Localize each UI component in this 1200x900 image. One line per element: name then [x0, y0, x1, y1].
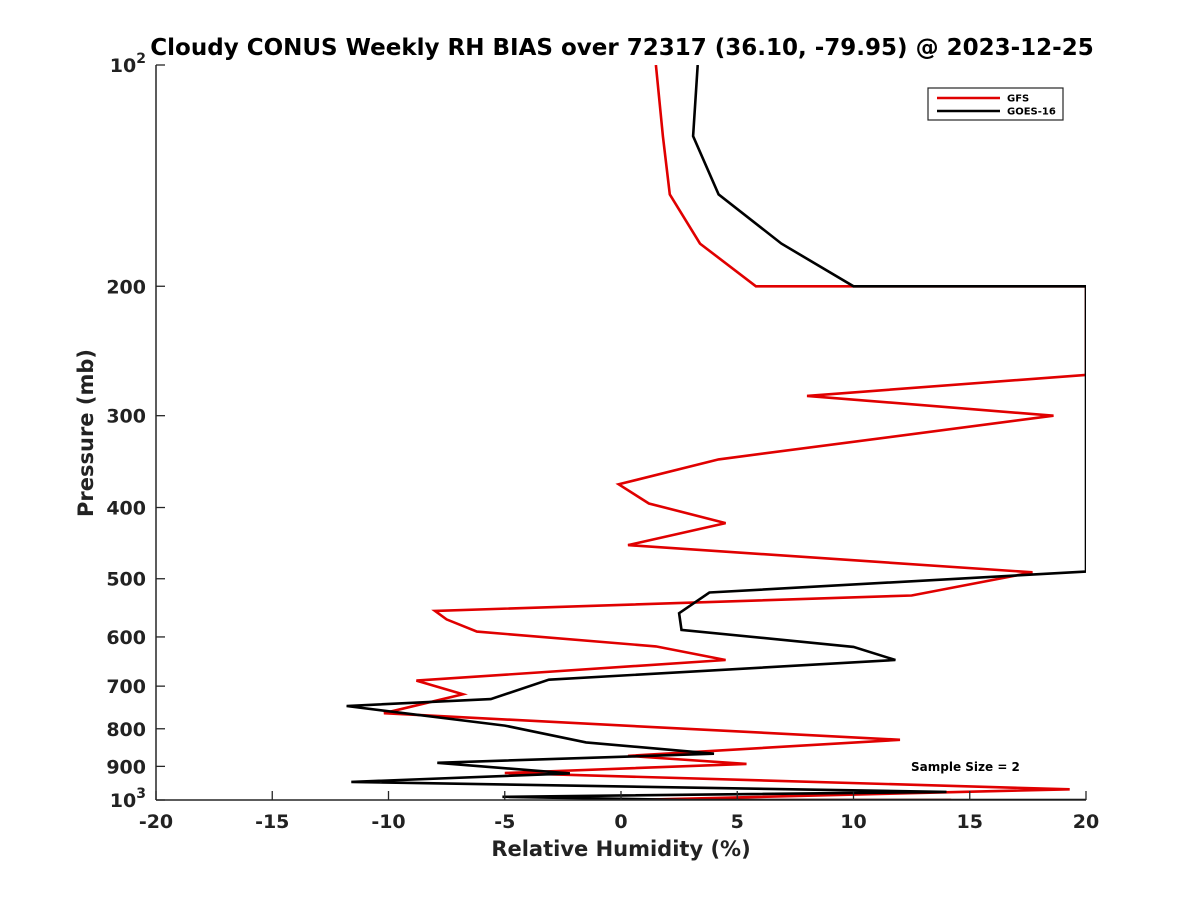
x-tick-label: 10 [840, 811, 866, 833]
series-line-goes-16 [346, 65, 1086, 800]
x-tick-label: -15 [255, 811, 289, 833]
x-tick-label: 20 [1073, 811, 1099, 833]
x-tick-label: -20 [139, 811, 173, 833]
plot-area: -20 -15 -10 -5 0 5 10 15 20 102 200 300 400 500 600 700… [106, 51, 1099, 833]
y-tick-label: 200 [106, 276, 146, 298]
chart-title: Cloudy CONUS Weekly RH BIAS over 72317 (… [150, 35, 1093, 61]
y-tick-label: 500 [106, 569, 146, 591]
y-axis-label: Pressure (mb) [74, 349, 98, 517]
y-tick-label: 700 [106, 676, 146, 698]
series-line-gfs [383, 65, 1086, 800]
x-axis-label: Relative Humidity (%) [491, 837, 750, 861]
y-tick-label: 300 [106, 406, 146, 428]
y-tick-label: 400 [106, 498, 146, 520]
x-tick-label: 15 [957, 811, 983, 833]
legend-box [927, 87, 1064, 121]
y-tick-label: 102 [110, 51, 146, 77]
y-tick-label: 600 [106, 627, 146, 649]
x-tick-label: -5 [494, 811, 515, 833]
x-tick-label: 5 [731, 811, 744, 833]
legend: GFS GOES-16 [927, 87, 1064, 121]
y-tick-label: 800 [106, 719, 146, 741]
y-tick-label: 103 [110, 786, 146, 812]
x-tick-label: -10 [371, 811, 405, 833]
legend-label: GOES-16 [1007, 107, 1056, 118]
legend-label: GFS [1007, 94, 1029, 105]
y-tick-label: 900 [106, 756, 146, 778]
x-tick-label: 0 [614, 811, 627, 833]
sample-size-annotation: Sample Size = 2 [911, 760, 1020, 774]
